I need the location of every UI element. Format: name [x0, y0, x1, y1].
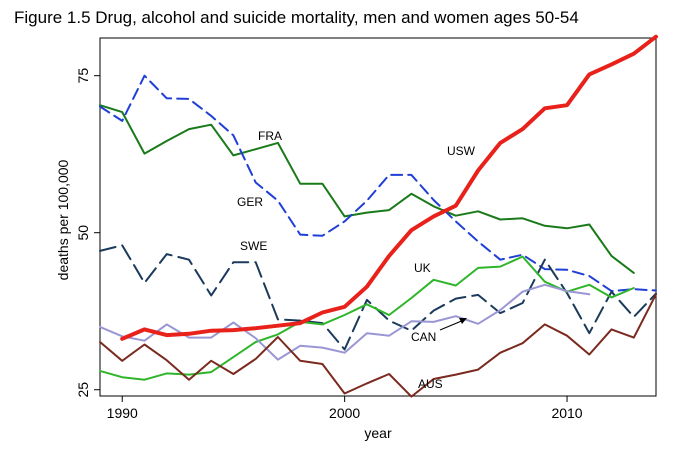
- y-tick-label: 50: [75, 225, 91, 241]
- series-label-swe: SWE: [240, 239, 267, 253]
- series-line-fra: [99, 104, 635, 274]
- series-line-aus: [99, 293, 657, 398]
- can-annotation-arrow: [439, 318, 467, 331]
- x-tick-label: 2000: [329, 405, 360, 421]
- series-label-uk: UK: [414, 261, 431, 275]
- x-axis: 1990 2000 2010: [107, 396, 583, 421]
- chart-title: Figure 1.5 Drug, alcohol and suicide mor…: [14, 8, 579, 27]
- series-line-ger: [99, 74, 657, 293]
- y-tick-label: 75: [75, 68, 91, 84]
- x-tick-label: 1990: [107, 405, 138, 421]
- series-label-fra: FRA: [258, 129, 282, 143]
- x-axis-label: year: [364, 425, 392, 441]
- y-axis-label: deaths per 100,000: [55, 159, 71, 280]
- x-tick-label: 2010: [551, 405, 582, 421]
- plot-frame: [99, 37, 657, 397]
- series-labels: USW FRA GER SWE UK CAN AUS: [237, 129, 476, 391]
- series-label-ger: GER: [237, 195, 263, 209]
- y-tick-label: 25: [75, 382, 91, 398]
- series-line-usw: [120, 34, 658, 341]
- series-line-uk: [99, 255, 635, 381]
- y-axis: 25 50 75: [75, 68, 100, 398]
- series-label-can: CAN: [411, 330, 436, 344]
- series-layer: [99, 34, 658, 398]
- series-label-aus: AUS: [418, 377, 443, 391]
- series-label-usw: USW: [447, 144, 476, 158]
